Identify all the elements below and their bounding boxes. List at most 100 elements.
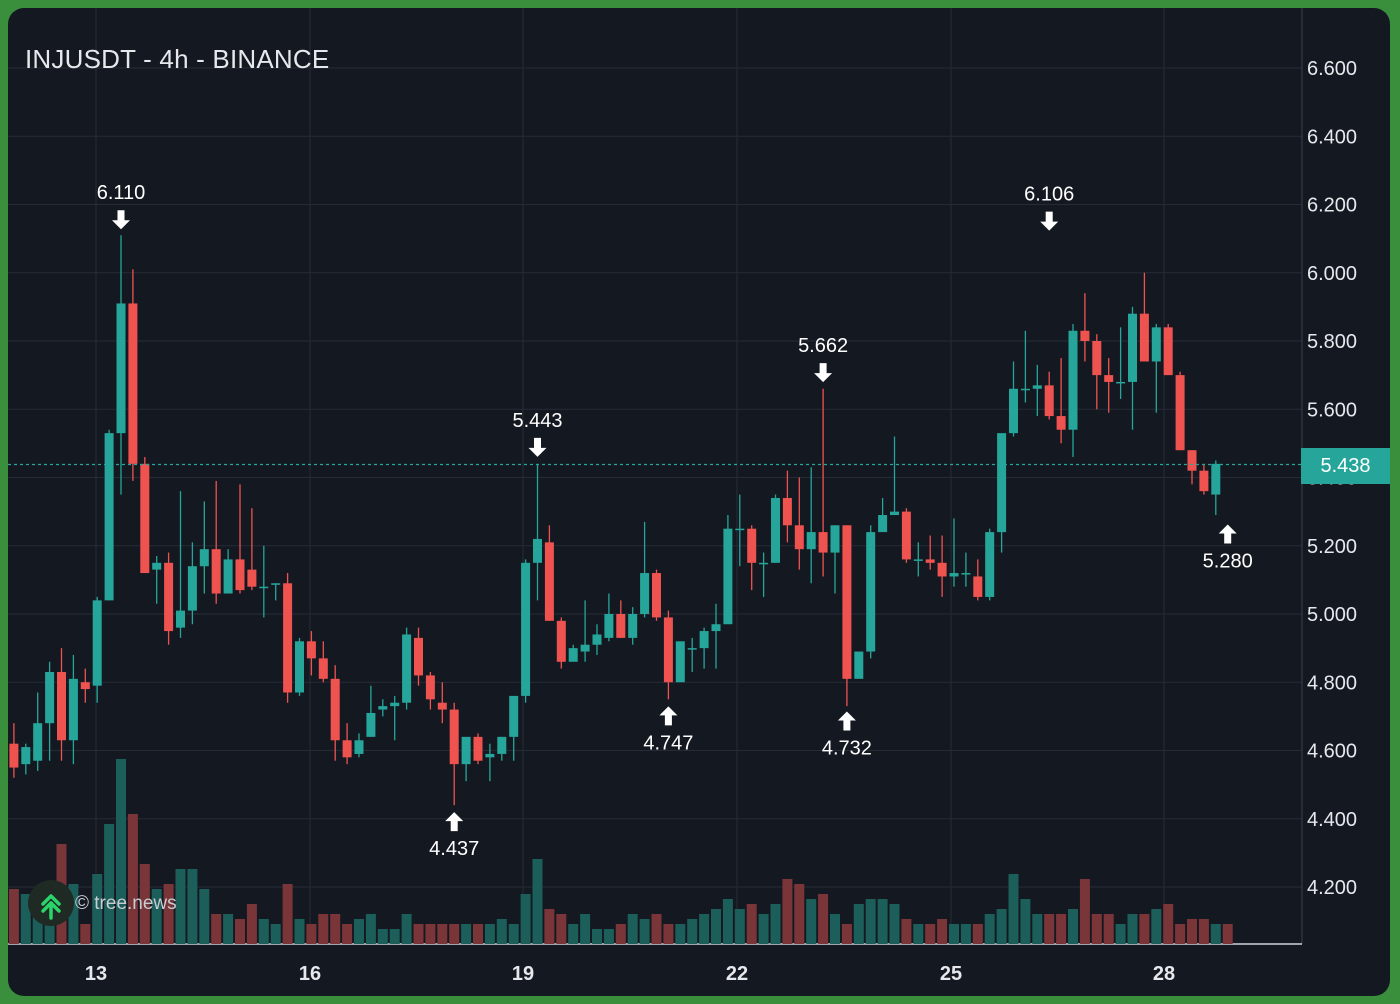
candle [913, 542, 923, 577]
volume-bar [330, 914, 341, 944]
volume-bar [1127, 914, 1138, 944]
candle-body [80, 682, 90, 690]
candle [580, 600, 590, 662]
candle-body [295, 641, 304, 693]
candle [473, 733, 483, 765]
volume-bar [1187, 919, 1197, 944]
candle [187, 542, 197, 625]
candle [663, 610, 673, 700]
watermark-text: © tree.news [75, 893, 177, 914]
candle [366, 685, 376, 737]
candle-body [580, 644, 590, 652]
candle-body [425, 675, 435, 700]
arrow-down-icon [814, 363, 833, 383]
volume-bar [984, 914, 995, 944]
candle-body [68, 678, 78, 741]
volume-bar [1079, 879, 1090, 944]
candle [949, 518, 959, 587]
candle [247, 508, 257, 591]
volume-bar [235, 919, 245, 944]
volume-bar [758, 914, 769, 944]
candle [211, 480, 221, 604]
candle [1032, 364, 1042, 417]
candlestick-chart[interactable]: 6.6006.4006.2006.0005.8005.6005.4005.200… [8, 8, 1390, 996]
candle [449, 702, 459, 806]
price-tick-label: 6.000 [1307, 263, 1357, 285]
candle-body [1080, 330, 1090, 341]
arrow-down-icon [528, 437, 547, 457]
volume-bar [8, 889, 19, 944]
candle-body [164, 562, 174, 632]
volume-bar [949, 924, 959, 944]
candle [1128, 306, 1137, 430]
candle [937, 535, 947, 597]
candle [782, 470, 792, 543]
candle-body [1056, 416, 1066, 430]
arrow-up-icon [1218, 524, 1237, 544]
candle [176, 491, 185, 638]
candle [402, 627, 412, 710]
candle [21, 743, 31, 775]
candle [425, 672, 435, 710]
volume-bar [830, 914, 840, 944]
candle [1139, 272, 1149, 362]
candle-body [33, 723, 43, 761]
volume-bar [163, 884, 174, 944]
candle-body [1009, 388, 1018, 434]
candle-body [187, 566, 197, 611]
candle [414, 627, 423, 686]
volume-bar [556, 914, 567, 944]
candle [509, 695, 519, 761]
volume-bar [32, 914, 43, 944]
swing-high-label: 5.662 [798, 335, 848, 357]
volume-bar [342, 924, 353, 944]
candle [1163, 323, 1173, 376]
candle-body [247, 569, 257, 587]
candle [390, 695, 400, 741]
candle [342, 723, 352, 765]
volume-bar [734, 909, 745, 944]
candle-body [616, 614, 626, 638]
candle [1068, 323, 1078, 458]
volume-bar [913, 924, 924, 944]
candle [223, 549, 233, 594]
candles [9, 235, 1221, 806]
date-tick-label: 16 [299, 963, 321, 985]
volume-bar [889, 904, 900, 944]
candle-body [318, 658, 328, 679]
arrow-down-icon [112, 210, 130, 230]
candle-body [771, 497, 780, 563]
candle [747, 525, 757, 591]
volume-bar [865, 899, 876, 944]
candle-body [485, 753, 495, 758]
candle-body [473, 736, 483, 761]
volume-bar [127, 814, 138, 944]
candle [759, 552, 769, 597]
volume-bar [532, 859, 543, 944]
volume-bar [818, 894, 829, 944]
candle [330, 665, 340, 761]
candle [818, 388, 828, 577]
candle-body [973, 576, 983, 597]
candle [628, 607, 638, 645]
price-tick-label: 4.400 [1307, 809, 1357, 831]
candle-body [235, 559, 245, 591]
volume-bar [794, 884, 805, 944]
volume-bar [92, 874, 103, 944]
candle [116, 235, 126, 495]
candle-body [354, 740, 364, 754]
candle-body [1104, 375, 1114, 382]
volume-bar [473, 924, 483, 944]
candle-body [306, 641, 316, 659]
candle [45, 661, 55, 761]
candle-body [711, 624, 721, 632]
volume-bar [1068, 909, 1078, 944]
candle [640, 521, 650, 618]
volume-bar [603, 929, 614, 944]
candle-body [699, 631, 709, 649]
candle-body [759, 562, 769, 565]
candle-body [402, 634, 412, 703]
candle-body [1032, 385, 1042, 389]
candle [33, 692, 43, 771]
candle-body [818, 532, 828, 553]
